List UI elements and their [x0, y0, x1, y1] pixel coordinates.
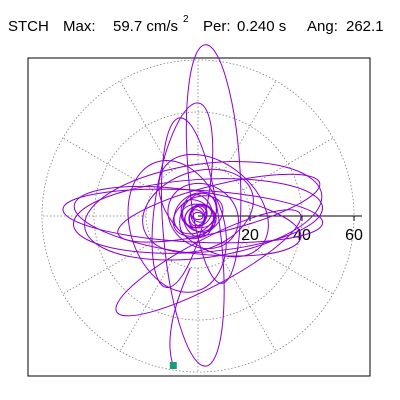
trace-loop-9 — [142, 168, 254, 253]
particle-trace — [62, 44, 324, 367]
trace-loop-1 — [62, 188, 324, 244]
trace-core-loop-0 — [192, 211, 204, 221]
trace-loop-6 — [185, 44, 242, 284]
max-value: 59.7 cm/s — [113, 18, 179, 35]
trace-loop-10 — [167, 182, 239, 250]
plot-header: STCH Max: 59.7 cm/s 2 Per: 0.240 s Ang: … — [0, 14, 400, 40]
trace-tail — [169, 267, 191, 366]
trace-core-loop-9 — [172, 195, 224, 237]
end-marker-layer — [169, 362, 177, 369]
trace-core-loop-2 — [190, 205, 206, 227]
trace-loop-7 — [161, 117, 225, 367]
trace-loop-2 — [84, 161, 323, 261]
trace-end-marker — [169, 362, 177, 369]
per-value: 0.240 s — [237, 18, 287, 35]
radial-tick-label-20: 20 — [241, 227, 259, 244]
ang-label: Ang: — [307, 18, 338, 35]
max-unit-exponent: 2 — [183, 14, 189, 25]
per-label: Per: — [203, 18, 231, 35]
trace-loop-0 — [72, 178, 324, 254]
trace-core-loop-8 — [179, 192, 217, 240]
ang-value: 262.1 — [346, 18, 384, 35]
grid-spoke-60 — [223, 80, 277, 172]
trace-loop-3 — [73, 185, 302, 257]
max-label: Max: — [63, 18, 96, 35]
station-code: STCH — [8, 18, 49, 35]
grid-spoke-150 — [62, 137, 154, 191]
trace-loop-14 — [127, 160, 227, 293]
plot-frame — [27, 57, 371, 377]
trace-core-loop-1 — [190, 209, 206, 223]
trace-core-loop-7 — [182, 194, 214, 238]
radial-tick-label-60: 60 — [345, 227, 363, 244]
